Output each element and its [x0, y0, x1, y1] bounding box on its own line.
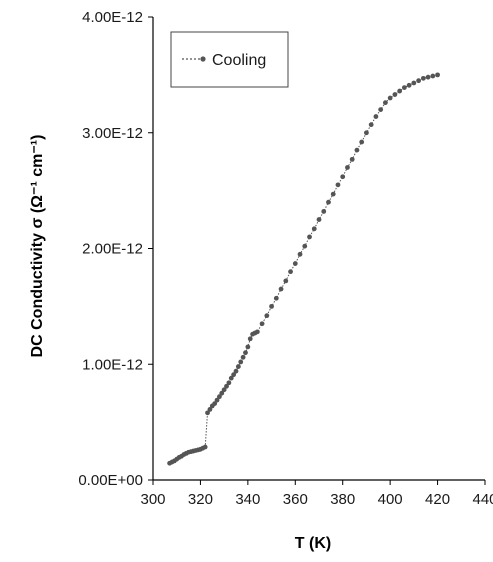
data-point [335, 182, 341, 188]
data-point [397, 88, 403, 94]
data-point [406, 82, 412, 88]
data-point [321, 209, 327, 214]
data-point [240, 354, 246, 360]
y-tick-label: 0.00E+00 [78, 472, 143, 489]
data-point [278, 286, 284, 292]
data-point [207, 406, 213, 412]
data-point [228, 375, 234, 381]
data-point [359, 139, 365, 145]
y-tick-label: 3.00E-12 [82, 125, 143, 142]
x-tick-label: 360 [283, 491, 308, 508]
x-tick-label: 400 [378, 491, 403, 508]
data-point [233, 368, 239, 374]
data-point [259, 321, 265, 327]
data-point [212, 401, 218, 407]
data-point [205, 410, 210, 416]
y-tick-label: 1.00E-12 [82, 356, 143, 373]
data-point [383, 100, 388, 106]
x-axis-ticks: 300 320 340 360 380 400 420 440 [140, 480, 493, 508]
data-point [264, 313, 270, 319]
data-point [354, 147, 360, 153]
data-point [238, 359, 244, 365]
data-point [326, 199, 331, 205]
series-line-cooling [169, 74, 438, 464]
data-point [273, 295, 279, 301]
x-tick-label: 380 [330, 491, 355, 508]
data-point [349, 156, 355, 162]
data-point [214, 397, 220, 403]
legend: Cooling [170, 31, 289, 88]
y-axis-label: DC Conductivity σ (Ω⁻¹ cm⁻¹) [29, 135, 46, 358]
data-point [330, 191, 336, 197]
x-tick-label: 420 [425, 491, 450, 508]
data-point [243, 350, 248, 356]
data-point [292, 261, 298, 266]
data-point [392, 92, 398, 97]
x-tick-label: 320 [188, 491, 213, 508]
legend-marker-swatch [200, 56, 206, 62]
x-tick-label: 440 [472, 491, 493, 508]
data-point [378, 107, 384, 112]
data-point [364, 130, 369, 136]
y-tick-label: 2.00E-12 [82, 241, 143, 258]
data-point [368, 122, 374, 128]
data-point [416, 78, 421, 84]
data-point [217, 394, 222, 400]
data-point [288, 269, 293, 275]
data-point [435, 72, 440, 78]
data-point [297, 251, 303, 257]
x-tick-label: 300 [140, 491, 165, 508]
data-point [202, 444, 208, 450]
plot-area [152, 17, 485, 481]
data-point [226, 380, 232, 386]
data-point [345, 165, 350, 170]
y-axis-ticks: 0.00E+00 1.00E-12 2.00E-12 3.00E-12 4.00E-12 [78, 9, 153, 489]
data-point [245, 344, 251, 350]
x-tick-label: 340 [235, 491, 260, 508]
data-point [224, 383, 229, 389]
data-point [311, 226, 317, 232]
x-axis-label: T (K) [295, 535, 331, 552]
data-point [340, 174, 346, 180]
data-point [430, 73, 436, 79]
data-point [373, 114, 379, 119]
data-point [235, 364, 241, 369]
data-point [302, 243, 308, 249]
data-point [420, 75, 426, 81]
data-point [283, 278, 289, 284]
legend-label-cooling: Cooling [212, 52, 266, 69]
y-tick-label: 4.00E-12 [82, 9, 143, 26]
data-point [219, 390, 225, 396]
data-point [307, 234, 312, 240]
data-point [254, 329, 260, 335]
data-point [247, 336, 253, 342]
data-point [316, 217, 322, 222]
data-point [387, 95, 393, 101]
data-point [269, 303, 274, 309]
data-point [401, 85, 407, 91]
data-point [221, 387, 227, 393]
data-point [425, 74, 431, 80]
data-point [231, 372, 237, 378]
data-point [411, 80, 417, 86]
